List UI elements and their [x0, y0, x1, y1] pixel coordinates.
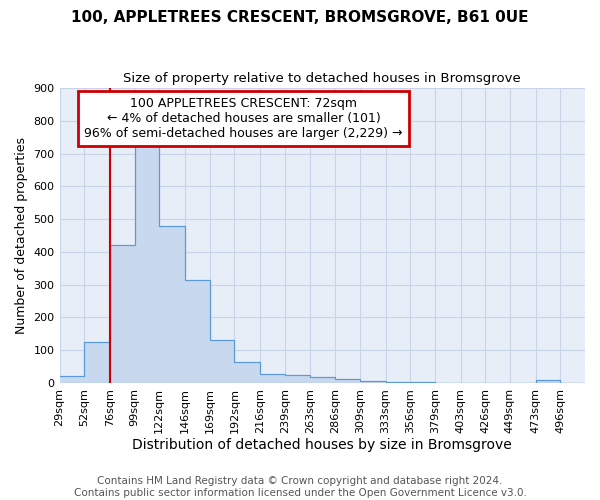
Y-axis label: Number of detached properties: Number of detached properties	[15, 137, 28, 334]
Text: 100, APPLETREES CRESCENT, BROMSGROVE, B61 0UE: 100, APPLETREES CRESCENT, BROMSGROVE, B6…	[71, 10, 529, 25]
X-axis label: Distribution of detached houses by size in Bromsgrove: Distribution of detached houses by size …	[133, 438, 512, 452]
Text: 100 APPLETREES CRESCENT: 72sqm
← 4% of detached houses are smaller (101)
96% of : 100 APPLETREES CRESCENT: 72sqm ← 4% of d…	[84, 97, 403, 140]
Title: Size of property relative to detached houses in Bromsgrove: Size of property relative to detached ho…	[124, 72, 521, 86]
Text: Contains HM Land Registry data © Crown copyright and database right 2024.
Contai: Contains HM Land Registry data © Crown c…	[74, 476, 526, 498]
